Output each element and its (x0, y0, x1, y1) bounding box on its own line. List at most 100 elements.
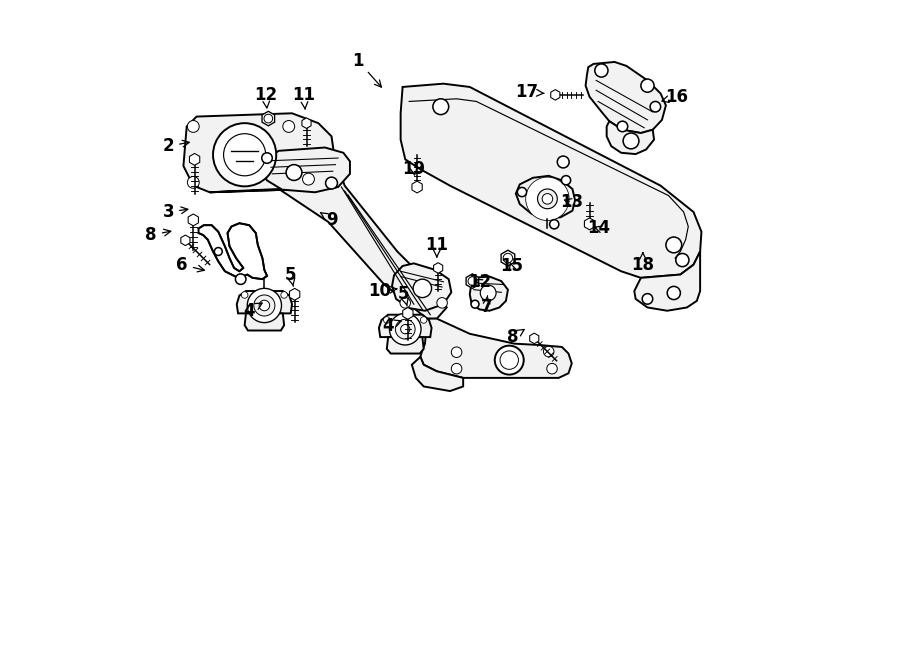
Circle shape (544, 346, 554, 357)
Circle shape (383, 317, 390, 323)
Text: 6: 6 (176, 256, 204, 274)
Circle shape (529, 181, 565, 217)
Text: 8: 8 (507, 328, 524, 346)
Text: 4: 4 (382, 317, 401, 335)
Circle shape (547, 364, 557, 374)
Polygon shape (387, 337, 424, 354)
Circle shape (666, 237, 681, 253)
Polygon shape (584, 218, 595, 230)
Circle shape (187, 120, 199, 132)
Circle shape (254, 295, 274, 316)
Text: 18: 18 (632, 253, 654, 274)
Text: 5: 5 (285, 266, 296, 286)
Circle shape (503, 253, 513, 263)
Text: 12: 12 (468, 273, 491, 291)
Text: 12: 12 (254, 86, 277, 108)
Text: 15: 15 (500, 257, 523, 275)
Polygon shape (402, 307, 413, 319)
Circle shape (526, 177, 569, 221)
Polygon shape (188, 214, 198, 226)
Polygon shape (466, 274, 479, 288)
Circle shape (451, 364, 462, 374)
Circle shape (236, 274, 246, 284)
Circle shape (500, 351, 518, 369)
Text: 13: 13 (560, 193, 583, 211)
Text: 10: 10 (368, 282, 397, 300)
Circle shape (667, 286, 680, 299)
Circle shape (641, 79, 654, 93)
Circle shape (643, 293, 652, 304)
Polygon shape (210, 159, 446, 319)
Circle shape (433, 98, 449, 114)
Circle shape (617, 121, 627, 132)
Polygon shape (412, 181, 422, 193)
Circle shape (471, 300, 479, 308)
Polygon shape (607, 121, 654, 154)
Text: 19: 19 (402, 160, 426, 178)
Text: 2: 2 (163, 137, 189, 155)
Circle shape (223, 134, 266, 176)
Polygon shape (434, 262, 443, 273)
Circle shape (390, 313, 421, 345)
Circle shape (283, 120, 294, 132)
Polygon shape (290, 288, 300, 300)
Circle shape (187, 176, 199, 188)
Polygon shape (470, 276, 508, 311)
Text: 11: 11 (292, 86, 315, 110)
Circle shape (262, 153, 273, 163)
Text: 3: 3 (163, 203, 188, 221)
Circle shape (326, 177, 338, 189)
Polygon shape (181, 235, 190, 246)
Polygon shape (237, 291, 292, 313)
Circle shape (248, 288, 282, 323)
Circle shape (400, 325, 410, 334)
Polygon shape (420, 319, 572, 378)
Circle shape (495, 346, 524, 375)
Text: 8: 8 (146, 226, 171, 244)
Circle shape (264, 114, 273, 123)
Circle shape (214, 248, 222, 255)
Circle shape (259, 300, 270, 311)
Circle shape (451, 347, 462, 358)
Text: 4: 4 (243, 302, 262, 320)
Circle shape (241, 292, 248, 298)
Polygon shape (400, 84, 701, 278)
Circle shape (534, 185, 562, 213)
Circle shape (527, 179, 567, 219)
Circle shape (650, 101, 661, 112)
Polygon shape (530, 333, 539, 344)
Circle shape (676, 253, 688, 266)
Text: 17: 17 (516, 83, 544, 101)
Circle shape (468, 277, 477, 286)
Text: 5: 5 (398, 286, 410, 306)
Polygon shape (302, 118, 311, 128)
Circle shape (281, 292, 287, 298)
Polygon shape (516, 176, 575, 219)
Circle shape (623, 133, 639, 149)
Polygon shape (199, 223, 267, 279)
Polygon shape (379, 315, 432, 337)
Circle shape (518, 188, 526, 197)
Circle shape (302, 173, 314, 185)
Polygon shape (190, 153, 200, 165)
Text: 9: 9 (320, 211, 338, 229)
Circle shape (536, 187, 559, 211)
Polygon shape (551, 90, 560, 100)
Text: 16: 16 (662, 88, 688, 106)
Circle shape (400, 297, 410, 308)
Circle shape (395, 319, 415, 339)
Polygon shape (263, 147, 350, 192)
Text: 11: 11 (426, 236, 448, 257)
Circle shape (537, 189, 557, 209)
Circle shape (532, 183, 563, 215)
Polygon shape (245, 313, 284, 330)
Circle shape (286, 165, 302, 180)
Circle shape (562, 176, 571, 185)
Polygon shape (184, 113, 335, 192)
Circle shape (481, 285, 496, 301)
Circle shape (542, 194, 553, 204)
Circle shape (557, 156, 569, 168)
Circle shape (550, 219, 559, 229)
Polygon shape (412, 357, 464, 391)
Text: 14: 14 (587, 219, 610, 237)
